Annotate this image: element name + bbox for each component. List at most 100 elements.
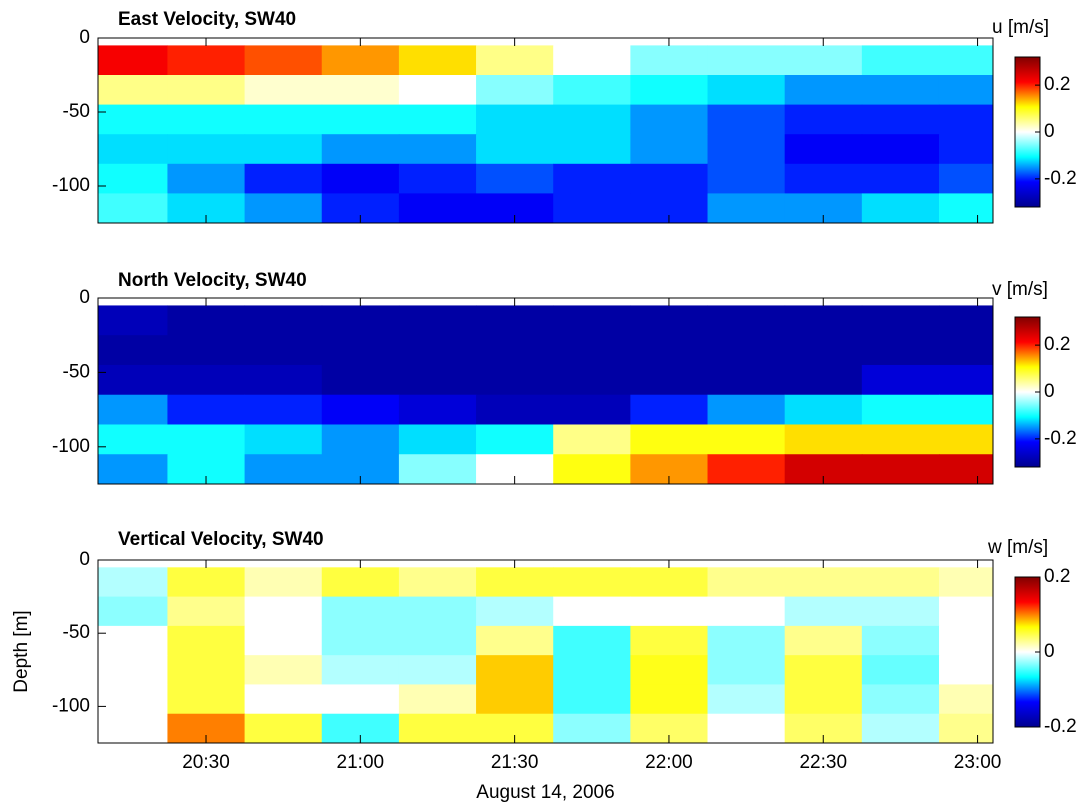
- cell: [707, 193, 786, 223]
- cell: [553, 625, 631, 656]
- cell: [938, 364, 993, 396]
- cell: [476, 567, 554, 598]
- cell: [476, 625, 554, 656]
- cell: [398, 193, 477, 223]
- cell: [938, 75, 993, 106]
- colorbar-tick-label: -0.2: [1044, 716, 1077, 737]
- cell: [321, 684, 400, 715]
- heatmap: [98, 567, 993, 743]
- cell: [553, 364, 631, 396]
- heatmap: [98, 45, 993, 223]
- cell: [167, 45, 246, 76]
- cell: [861, 45, 940, 76]
- cell: [630, 45, 709, 76]
- y-tick-label: -100: [52, 695, 90, 716]
- y-tick-label: -50: [63, 622, 90, 643]
- cell: [244, 424, 323, 455]
- cell: [784, 163, 863, 194]
- heatmap: [98, 305, 993, 484]
- cell: [476, 424, 554, 455]
- cell: [553, 394, 631, 425]
- colorbar-tick-label: 0.2: [1044, 334, 1070, 355]
- colorbar-label: w [m/s]: [987, 537, 1048, 558]
- cell: [630, 684, 709, 715]
- cell: [861, 713, 940, 743]
- cell: [784, 567, 863, 598]
- cell: [98, 424, 168, 455]
- cell: [98, 193, 168, 223]
- cell: [861, 134, 940, 165]
- cell: [244, 596, 323, 627]
- cell: [707, 45, 786, 76]
- cell: [630, 567, 709, 598]
- cell: [938, 454, 993, 484]
- colorbar-tick-label: -0.2: [1044, 428, 1077, 449]
- cell: [861, 305, 940, 336]
- cell: [98, 454, 168, 484]
- cell: [398, 713, 477, 743]
- cell: [244, 75, 323, 106]
- cell: [167, 655, 246, 685]
- cell: [553, 193, 631, 223]
- cell: [476, 104, 554, 135]
- cell: [630, 625, 709, 656]
- cell: [938, 655, 993, 685]
- cell: [476, 596, 554, 627]
- cell: [244, 684, 323, 715]
- cell: [244, 193, 323, 223]
- cell: [630, 134, 709, 165]
- cell: [553, 424, 631, 455]
- cell: [244, 45, 323, 76]
- cell: [398, 45, 477, 76]
- colorbar-label: u [m/s]: [992, 17, 1049, 38]
- cell: [861, 596, 940, 627]
- cell: [861, 454, 940, 484]
- y-axis-label: Depth [m]: [11, 610, 32, 692]
- cell: [630, 335, 709, 366]
- cell: [938, 713, 993, 743]
- cell: [553, 305, 631, 336]
- cell: [707, 625, 786, 656]
- cell: [244, 713, 323, 743]
- cell: [938, 625, 993, 656]
- cell: [784, 394, 863, 425]
- x-tick-label: 22:30: [799, 752, 847, 773]
- cell: [398, 454, 477, 484]
- cell: [938, 567, 993, 598]
- cell: [98, 394, 168, 425]
- cell: [167, 567, 246, 598]
- cell: [167, 394, 246, 425]
- cell: [861, 75, 940, 106]
- cell: [707, 655, 786, 685]
- cell: [553, 335, 631, 366]
- cell: [244, 364, 323, 396]
- cell: [707, 596, 786, 627]
- cell: [321, 364, 400, 396]
- cell: [707, 713, 786, 743]
- cell: [476, 45, 554, 76]
- cell: [398, 134, 477, 165]
- x-axis-label: August 14, 2006: [476, 782, 614, 803]
- cell: [938, 596, 993, 627]
- y-tick-label: -100: [52, 175, 90, 196]
- cell: [784, 596, 863, 627]
- cell: [784, 684, 863, 715]
- cell: [98, 567, 168, 598]
- cell: [707, 163, 786, 194]
- cell: [321, 75, 400, 106]
- cell: [861, 335, 940, 366]
- cell: [244, 305, 323, 336]
- cell: [861, 655, 940, 685]
- cell: [784, 104, 863, 135]
- cell: [321, 163, 400, 194]
- cell: [630, 75, 709, 106]
- cell: [553, 655, 631, 685]
- y-tick-label: 0: [79, 287, 90, 308]
- cell: [98, 655, 168, 685]
- cell: [938, 335, 993, 366]
- cell: [553, 45, 631, 76]
- cell: [98, 45, 168, 76]
- colorbar-tick-label: 0.2: [1044, 74, 1070, 95]
- cell: [476, 335, 554, 366]
